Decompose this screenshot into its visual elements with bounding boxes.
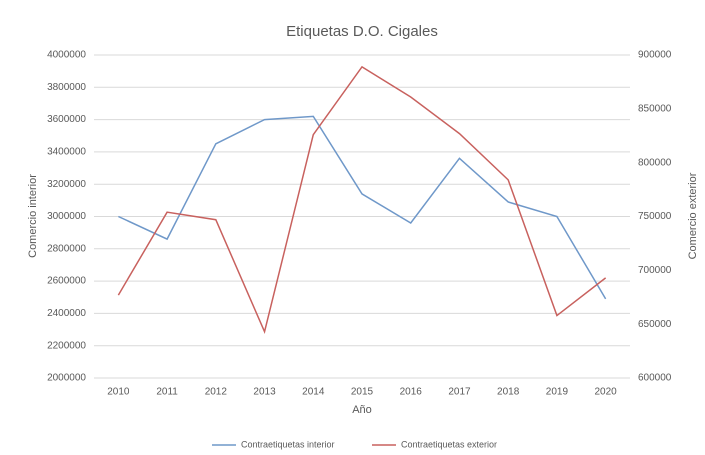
x-tick-label: 2015 [351,387,374,398]
y2-tick-label: 900000 [638,50,672,61]
y-tick-label: 2200000 [47,340,86,351]
y2-axis-title: Comercio exterior [687,172,699,259]
y2-tick-label: 750000 [638,211,672,222]
x-tick-label: 2012 [205,387,228,398]
y-tick-label: 3800000 [47,82,86,93]
y2-tick-label: 800000 [638,157,672,168]
x-tick-label: 2016 [400,387,423,398]
series-line [118,115,607,300]
y-tick-label: 4000000 [47,50,86,61]
x-tick-label: 2020 [595,387,618,398]
x-tick-label: 2014 [302,387,325,398]
y-tick-label: 3200000 [47,179,86,190]
y-tick-label: 2000000 [47,373,86,384]
x-tick-label: 2011 [156,387,178,398]
y2-tick-label: 650000 [638,319,672,330]
y-tick-label: 2600000 [47,276,86,287]
x-tick-label: 2010 [107,387,130,398]
y-tick-label: 3400000 [47,147,86,158]
y2-tick-label: 850000 [638,103,672,114]
x-tick-label: 2017 [448,387,471,398]
series-line [117,65,607,335]
x-tick-label: 2013 [253,387,276,398]
y2-tick-label: 600000 [638,373,672,384]
y-tick-label: 3000000 [47,211,86,222]
y2-tick-label: 700000 [638,265,672,276]
y-tick-label: 2800000 [47,243,86,254]
y-tick-label: 3600000 [47,114,86,125]
legend-label: Contraetiquetas exterior [401,439,497,449]
x-tick-label: 2019 [546,387,569,398]
x-tick-label: 2018 [497,387,520,398]
chart-title: Etiquetas D.O. Cigales [286,23,438,40]
x-axis-title: Año [352,404,372,416]
y-tick-label: 2400000 [47,308,86,319]
y-axis-title: Comercio interior [27,174,39,258]
legend-label: Contraetiquetas interior [241,439,335,449]
